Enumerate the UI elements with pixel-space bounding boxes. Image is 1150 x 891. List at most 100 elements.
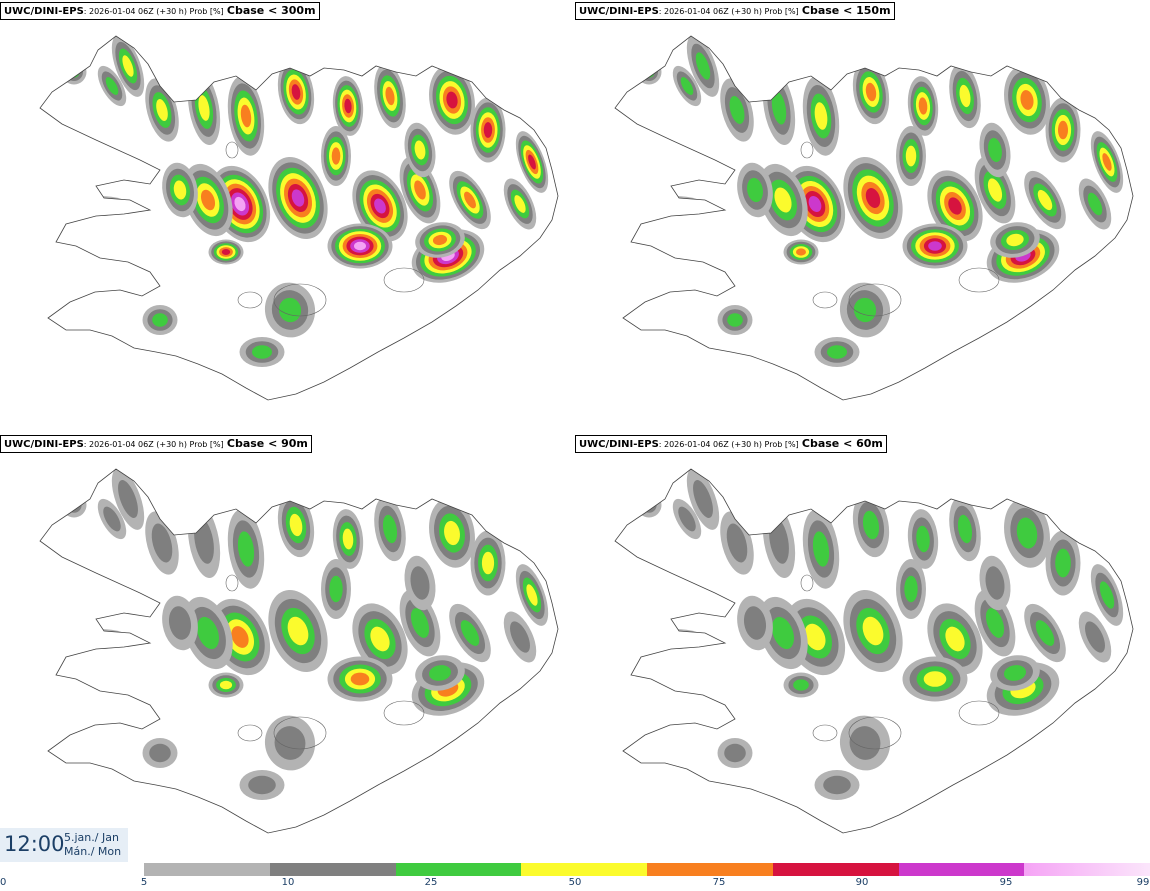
probability-contour	[827, 345, 847, 359]
probability-contour	[774, 187, 792, 213]
panel-title: UWC/DINI-EPS: 2026-01-04 06Z (+30 h) Pro…	[0, 435, 312, 453]
colorbar-segment	[647, 863, 774, 876]
valid-date: 5.jan./ Jan Mán./ Mon	[64, 831, 121, 859]
probability-contour	[904, 575, 918, 603]
probability-contour	[446, 91, 458, 109]
probability-contour	[510, 621, 530, 653]
probability-contour	[636, 492, 662, 518]
inland-outline	[225, 574, 239, 592]
probability-contour	[653, 198, 697, 214]
probability-contour	[291, 84, 301, 100]
probability-contour	[862, 510, 880, 540]
inland-outline	[812, 724, 838, 742]
probability-contour	[726, 523, 748, 563]
probability-contour	[988, 137, 1002, 163]
probability-contour	[287, 616, 309, 646]
colorbar-tick-label: 99	[1136, 877, 1150, 888]
probability-contour	[727, 313, 743, 327]
probability-contour	[905, 145, 917, 167]
probability-contour	[948, 197, 962, 215]
probability-contour	[149, 743, 171, 763]
iceland-map	[39, 468, 559, 834]
probability-contour	[985, 566, 1005, 600]
iceland-map	[614, 468, 1134, 834]
probability-contour	[197, 616, 219, 650]
probability-contour	[61, 492, 87, 518]
probability-contour	[528, 154, 536, 170]
probability-contour	[865, 188, 881, 208]
coastline	[39, 468, 559, 834]
colorbar-tick-label: 95	[999, 877, 1013, 888]
probability-contour	[1006, 233, 1024, 247]
colorbar	[144, 863, 1150, 876]
colorbar-segment	[269, 863, 396, 876]
coastline	[39, 35, 559, 401]
probability-contour	[240, 104, 252, 128]
probability-contour	[173, 180, 187, 200]
variable-label: Cbase < 150m	[801, 4, 891, 17]
inland-outline	[383, 267, 425, 293]
probability-contour	[444, 520, 460, 546]
probability-contour	[1003, 665, 1027, 681]
variable-label: Cbase < 300m	[226, 4, 316, 17]
probability-contour	[460, 620, 480, 646]
probability-contour	[385, 86, 395, 106]
inland-outline	[273, 716, 327, 750]
probability-contour	[86, 201, 114, 211]
probability-contour	[987, 178, 1003, 202]
date-line: 5.jan./ Jan	[64, 831, 119, 844]
map-panel-300m: UWC/DINI-EPS: 2026-01-04 06Z (+30 h) Pro…	[0, 0, 575, 425]
probability-contour	[747, 177, 763, 203]
inland-outline	[848, 283, 902, 317]
probability-contour	[370, 626, 390, 652]
valid-time: 12:00	[4, 832, 65, 856]
valid-time-box: 12:00 5.jan./ Jan Mán./ Mon	[0, 828, 128, 862]
colorbar-segment	[1024, 863, 1150, 876]
probability-contour	[156, 99, 168, 121]
probability-contour	[729, 95, 745, 125]
probability-contour	[1055, 548, 1071, 578]
probability-contour	[374, 198, 386, 214]
colorbar-tick-label: 75	[712, 877, 726, 888]
probability-contour	[916, 525, 930, 553]
probability-field	[636, 469, 1124, 800]
probability-contour	[514, 195, 526, 213]
coastline	[614, 468, 1134, 834]
probability-contour	[354, 241, 366, 251]
probability-contour	[814, 102, 828, 130]
colorbar-segment	[898, 863, 1025, 876]
probability-contour	[643, 66, 655, 78]
probability-contour	[198, 95, 210, 121]
probability-contour	[237, 531, 255, 567]
probability-contour	[918, 97, 928, 115]
probability-contour	[331, 147, 341, 165]
probability-contour	[1058, 120, 1068, 140]
probability-contour	[1016, 517, 1038, 549]
colorbar-ticks: 0 5 10 25 50 75 90 95 99	[0, 876, 1150, 891]
probability-contour	[234, 196, 246, 212]
colorbar-segment	[521, 863, 648, 876]
map-panel-90m: UWC/DINI-EPS: 2026-01-04 06Z (+30 h) Pro…	[0, 433, 575, 858]
probability-contour	[103, 506, 121, 532]
probability-contour	[350, 672, 370, 686]
weekday-line: Mán./ Mon	[64, 845, 122, 858]
inland-outline	[800, 574, 814, 592]
run-info: : 2026-01-04 06Z (+30 h) Prob [%]	[658, 7, 799, 16]
probability-contour	[945, 626, 965, 652]
model-name: UWC/DINI-EPS	[4, 6, 84, 17]
probability-contour	[78, 198, 122, 214]
panel-title: UWC/DINI-EPS: 2026-01-04 06Z (+30 h) Pro…	[0, 2, 320, 20]
probability-contour	[329, 575, 343, 603]
probability-contour	[248, 775, 276, 795]
model-name: UWC/DINI-EPS	[4, 439, 84, 450]
probability-contour	[724, 743, 746, 763]
iceland-map	[39, 35, 559, 401]
probability-contour	[342, 528, 354, 550]
colorbar-segment	[772, 863, 899, 876]
probability-contour	[231, 626, 249, 648]
probability-contour	[219, 680, 233, 690]
probability-contour	[1099, 581, 1115, 609]
inland-outline	[958, 700, 1000, 726]
probability-contour	[65, 63, 83, 81]
probability-contour	[957, 514, 973, 544]
